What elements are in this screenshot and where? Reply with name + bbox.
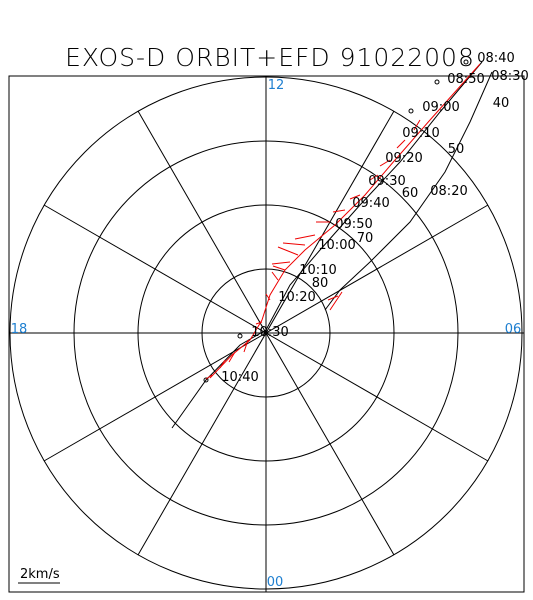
hour-label: 12 bbox=[268, 78, 285, 93]
time-label: 08:50 bbox=[447, 72, 484, 87]
time-label: 09:00 bbox=[422, 100, 459, 115]
hour-label: 06 bbox=[505, 322, 522, 337]
latitude-label: 50 bbox=[448, 142, 465, 157]
time-label: 09:10 bbox=[402, 126, 439, 141]
time-label: 10:40 bbox=[221, 370, 258, 385]
latitude-labels: 40 50 60 70 80 bbox=[312, 96, 510, 291]
latitude-label: 60 bbox=[402, 186, 419, 201]
time-label: 09:40 bbox=[352, 196, 389, 211]
time-label: 08:30 bbox=[491, 69, 528, 84]
latitude-label: 80 bbox=[312, 276, 329, 291]
field-vectors bbox=[205, 63, 481, 380]
time-label: 10:00 bbox=[318, 238, 355, 253]
time-label: 10:10 bbox=[299, 263, 336, 278]
latitude-label: 40 bbox=[493, 96, 510, 111]
polar-grid bbox=[9, 76, 524, 592]
time-label: 09:20 bbox=[385, 151, 422, 166]
time-label: 08:20 bbox=[430, 184, 467, 199]
time-label: 08:40 bbox=[477, 51, 514, 66]
latitude-label: 70 bbox=[357, 231, 374, 246]
time-label: 09:30 bbox=[368, 174, 405, 189]
hour-label: 00 bbox=[267, 575, 284, 590]
chart-title: EXOS-D ORBIT+EFD 91022008 bbox=[65, 43, 475, 72]
time-label: 10:20 bbox=[278, 290, 315, 305]
time-label: 10:30 bbox=[251, 325, 288, 340]
time-labels: 08:30 08:40 08:50 09:00 09:10 09:20 09:3… bbox=[221, 51, 528, 385]
time-label: 09:50 bbox=[335, 217, 372, 232]
scale-label: 2km/s bbox=[20, 567, 60, 582]
hour-label: 18 bbox=[11, 322, 28, 337]
